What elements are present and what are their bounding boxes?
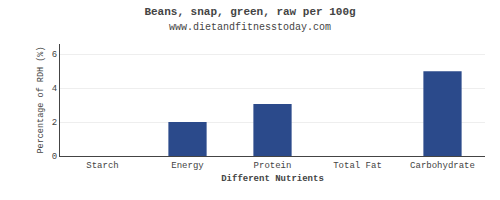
svg-text:Percentage of RDH (%): Percentage of RDH (%) (36, 46, 46, 153)
svg-text:Protein: Protein (254, 161, 292, 171)
svg-text:Energy: Energy (171, 161, 204, 171)
svg-text:Carbohydrate: Carbohydrate (410, 161, 475, 171)
svg-text:Beans, snap, green, raw per 10: Beans, snap, green, raw per 100gwww.diet… (144, 6, 355, 32)
svg-text:Different Nutrients: Different Nutrients (221, 174, 324, 184)
svg-text:2: 2 (52, 118, 57, 128)
svg-text:6: 6 (52, 50, 57, 60)
svg-text:Total Fat: Total Fat (333, 161, 382, 171)
svg-text:4: 4 (52, 84, 57, 94)
svg-text:0: 0 (52, 152, 57, 162)
svg-text:Starch: Starch (86, 161, 118, 171)
